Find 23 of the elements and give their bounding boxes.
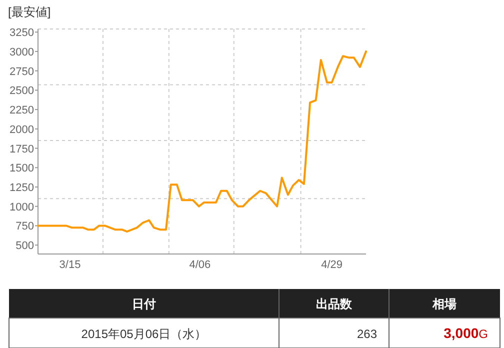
x-tick-label: 3/15 xyxy=(59,259,81,271)
y-tick-label: 2750 xyxy=(10,66,34,78)
y-tick-label: 2250 xyxy=(10,104,34,117)
y-tick-label: 1750 xyxy=(10,143,34,156)
y-tick-label: 1500 xyxy=(10,162,34,175)
y-tick-label: 2500 xyxy=(10,85,34,98)
y-tick-label: 3250 xyxy=(10,27,34,40)
y-tick-label: 2000 xyxy=(10,124,34,136)
text: 3,000G xyxy=(444,325,488,341)
x-tick-label: 4/29 xyxy=(321,259,343,271)
x-tick-label: 4/06 xyxy=(189,259,211,271)
y-tick-label: 750 xyxy=(16,220,34,233)
text: 2015年05月06日（水） xyxy=(81,327,207,341)
line-series xyxy=(37,50,367,233)
text: 263 xyxy=(356,327,378,341)
text: 日付 xyxy=(132,297,156,311)
y-tick-label: 3000 xyxy=(10,46,34,58)
text: 出品数 xyxy=(316,297,353,311)
y-tick-label: 1250 xyxy=(10,182,34,194)
y-tick-label: 500 xyxy=(16,240,34,252)
text: 相場 xyxy=(432,297,456,311)
chart-title: [最安値] xyxy=(8,5,51,19)
y-tick-label: 1000 xyxy=(10,201,34,214)
